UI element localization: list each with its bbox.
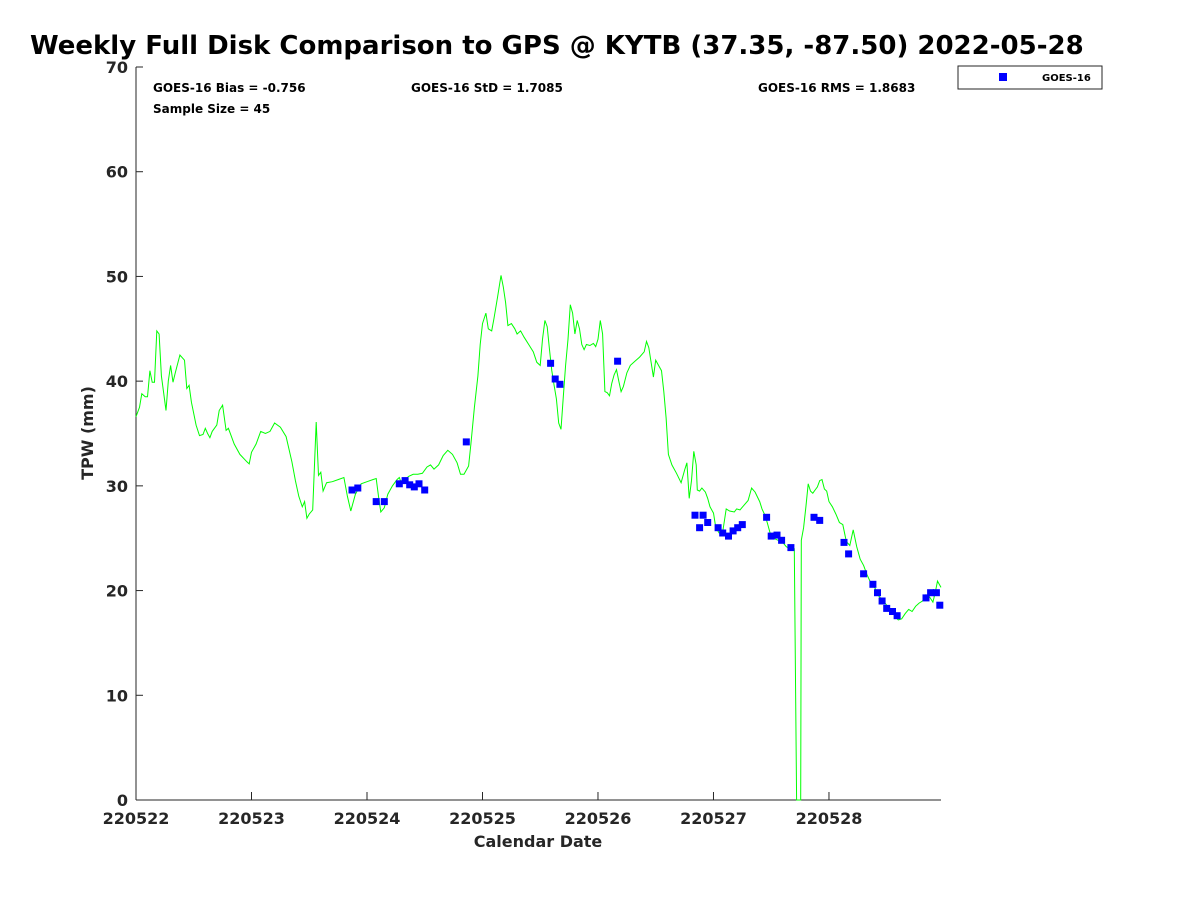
- y-tick-label: 30: [106, 477, 128, 496]
- goes16-point: [874, 589, 881, 597]
- goes16-point: [714, 524, 722, 532]
- goes16-point: [936, 601, 944, 609]
- goes16-point: [767, 532, 775, 540]
- legend: GOES-16: [957, 65, 1103, 90]
- goes16-point: [704, 519, 712, 526]
- goes16-point: [773, 531, 781, 539]
- goes16-point: [696, 524, 704, 532]
- goes16-point: [840, 538, 848, 546]
- goes16-point: [932, 589, 940, 597]
- goes16-point: [699, 511, 707, 519]
- stats-annotations: GOES-16 Bias = -0.756 GOES-16 StD = 1.70…: [153, 81, 915, 116]
- goes16-point: [401, 477, 409, 485]
- goes16-point: [415, 480, 423, 488]
- x-tick-label: 220522: [103, 809, 170, 828]
- goes16-point: [810, 513, 818, 521]
- x-tick-label: 220523: [218, 809, 285, 828]
- goes16-point: [878, 597, 886, 605]
- goes16-point: [410, 483, 418, 491]
- goes16-point: [551, 375, 559, 383]
- goes16-point: [893, 612, 901, 620]
- x-tick-label: 220524: [334, 809, 401, 828]
- y-tick-label: 40: [106, 372, 128, 391]
- legend-marker-goes16: [999, 73, 1007, 81]
- gps-tpw-line: [135, 275, 942, 801]
- goes16-point: [348, 486, 356, 494]
- x-axis-label: Calendar Date: [474, 832, 603, 851]
- legend-box: [957, 65, 1103, 90]
- goes16-point: [738, 521, 746, 529]
- goes16-point: [816, 516, 824, 524]
- y-axis-label: TPW (mm): [78, 386, 97, 480]
- goes16-point: [406, 481, 414, 489]
- y-tick-label: 0: [117, 791, 128, 810]
- x-tick-label: 220527: [680, 809, 747, 828]
- goes16-point: [354, 484, 362, 492]
- goes16-point: [395, 480, 403, 488]
- bias-stat: GOES-16 Bias = -0.756: [153, 81, 306, 95]
- goes16-point: [889, 608, 896, 615]
- axes: 0 10 20 30 40 50 60 70 220522 220523 220524 220525…: [103, 58, 941, 828]
- goes16-point: [725, 532, 732, 540]
- x-tick-label: 220526: [565, 809, 632, 828]
- y-tick-label: 70: [106, 58, 128, 77]
- goes16-point: [763, 513, 771, 521]
- goes16-point: [883, 604, 891, 612]
- chart-title: Weekly Full Disk Comparison to GPS @ KYT…: [30, 31, 1084, 61]
- goes16-point: [380, 498, 388, 506]
- plot-area: [135, 275, 944, 801]
- goes16-point: [845, 550, 853, 558]
- goes16-point: [860, 570, 868, 578]
- y-tick-label: 10: [106, 686, 128, 705]
- goes16-point: [691, 511, 699, 519]
- sample-size-stat: Sample Size = 45: [153, 102, 270, 116]
- x-ticks: 220522 220523 220524 220525 220526 220527 2205…: [103, 792, 863, 828]
- goes16-point: [734, 524, 742, 532]
- goes16-point: [614, 357, 622, 365]
- goes16-point: [462, 438, 470, 446]
- legend-label-goes16: GOES-16: [1042, 73, 1091, 84]
- rms-stat: GOES-16 RMS = 1.8683: [758, 81, 915, 95]
- goes16-point: [547, 359, 555, 367]
- goes16-point: [719, 529, 727, 537]
- goes16-point: [372, 498, 380, 506]
- goes16-point: [778, 536, 786, 544]
- y-tick-label: 60: [106, 163, 128, 182]
- x-tick-label: 220525: [449, 809, 516, 828]
- y-tick-label: 20: [106, 582, 128, 601]
- goes16-point: [787, 544, 795, 552]
- goes16-point: [922, 594, 930, 602]
- goes16-point: [927, 589, 935, 597]
- y-tick-label: 50: [106, 267, 128, 286]
- goes16-point: [421, 486, 429, 494]
- y-ticks: 0 10 20 30 40 50 60 70: [106, 58, 143, 810]
- goes16-point: [869, 580, 877, 588]
- goes16-point: [556, 380, 564, 388]
- x-tick-label: 220528: [796, 809, 863, 828]
- std-stat: GOES-16 StD = 1.7085: [411, 81, 563, 95]
- goes16-point: [729, 527, 737, 535]
